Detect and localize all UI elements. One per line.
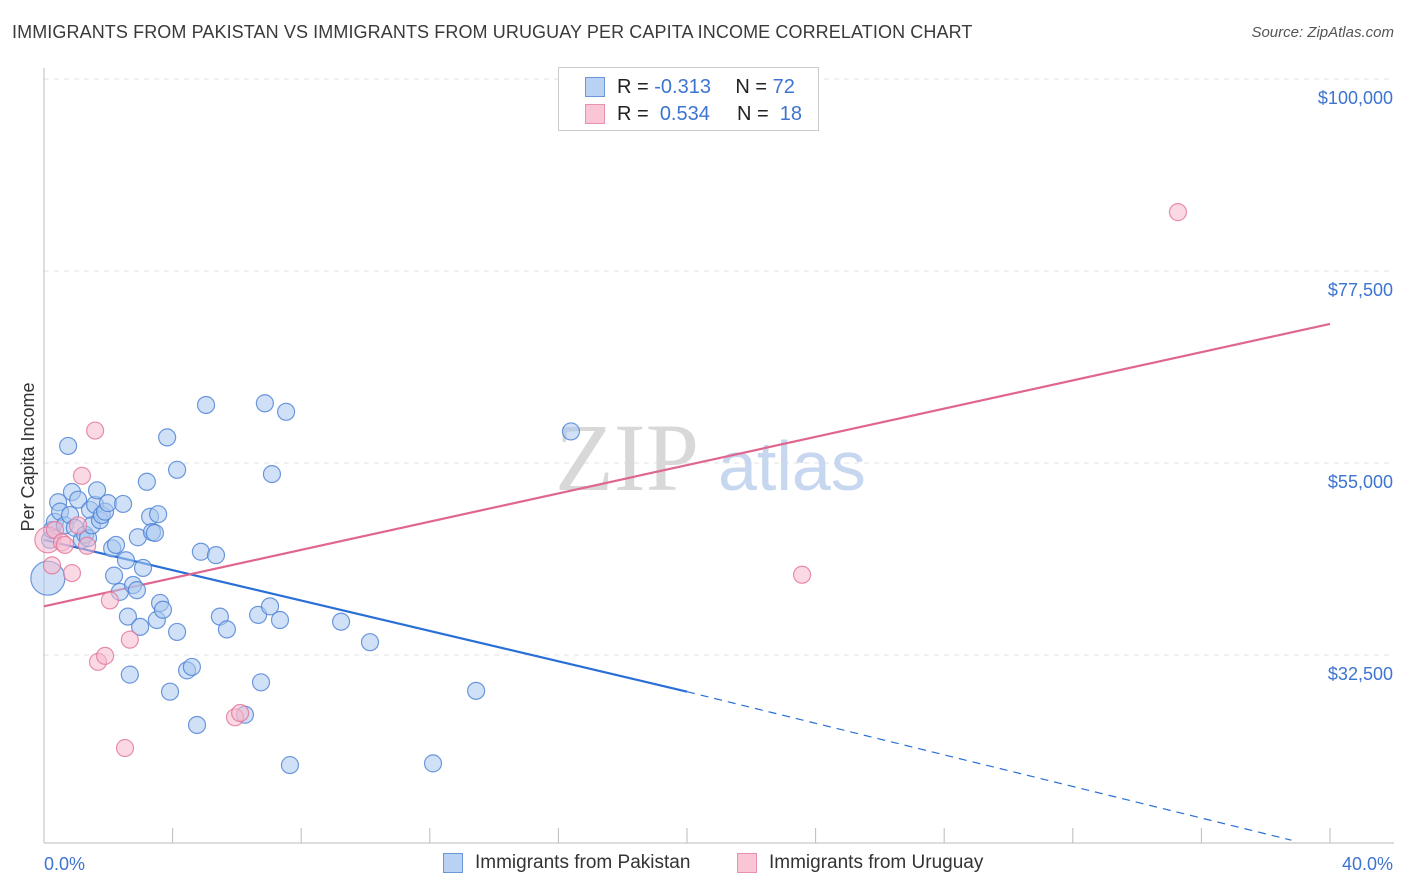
point-pakistan xyxy=(118,607,138,626)
point-uruguay xyxy=(100,591,120,610)
data-points xyxy=(30,203,1188,775)
point-pakistan xyxy=(196,395,216,415)
point-uruguay xyxy=(77,536,97,555)
legend-swatch-uruguay xyxy=(737,853,757,873)
point-pakistan xyxy=(98,494,118,513)
point-pakistan xyxy=(262,464,282,484)
point-pakistan xyxy=(280,755,300,775)
point-pakistan xyxy=(127,581,147,600)
y-axis-label: Per Capita Income xyxy=(18,382,38,531)
point-pakistan xyxy=(561,422,581,441)
series-name: Immigrants from Pakistan xyxy=(475,852,691,873)
point-uruguay xyxy=(68,516,88,535)
point-pakistan xyxy=(168,460,187,479)
point-pakistan xyxy=(160,682,180,701)
legend-row-uruguay: R = 0.534 N = 18 xyxy=(585,101,802,127)
x-tick-label-min: 0.0% xyxy=(44,854,85,874)
point-uruguay xyxy=(72,466,92,485)
point-pakistan xyxy=(149,505,168,524)
point-pakistan xyxy=(87,481,107,500)
point-pakistan xyxy=(331,612,351,631)
legend-n-value: 72 xyxy=(772,75,795,98)
point-pakistan xyxy=(255,394,274,413)
legend-r-label: R = xyxy=(617,102,649,125)
legend-r-value: -0.313 xyxy=(654,75,711,98)
point-pakistan xyxy=(206,546,226,565)
point-uruguay xyxy=(1168,203,1188,222)
point-pakistan xyxy=(191,542,210,561)
legend-n-value: 18 xyxy=(779,102,802,125)
axes xyxy=(43,68,1394,844)
point-pakistan xyxy=(187,715,207,735)
legend-r-value: 0.534 xyxy=(659,102,710,125)
legend-swatch-pakistan xyxy=(443,853,463,873)
watermark-zip: ZIP xyxy=(555,404,699,511)
point-pakistan xyxy=(137,472,156,491)
point-pakistan xyxy=(133,558,153,578)
trend-lines xyxy=(43,322,1331,841)
point-uruguay xyxy=(115,738,135,758)
y-tick-label: $77,500 xyxy=(1328,280,1393,300)
point-pakistan xyxy=(251,673,271,692)
point-pakistan xyxy=(168,622,187,642)
legend-n-label: N = xyxy=(735,75,768,98)
tick-labels: $32,500 $55,000 $77,500 $100,000 0.0% 40.0% xyxy=(44,88,1393,874)
point-uruguay xyxy=(62,563,82,583)
series-legend-pakistan: Immigrants from Pakistan xyxy=(443,852,690,874)
legend-n-label: N = xyxy=(736,102,769,125)
point-pakistan xyxy=(131,617,150,636)
point-pakistan xyxy=(260,597,280,616)
trend-line-uruguay xyxy=(43,322,1331,608)
correlation-legend: R = -0.313 N = 72 R = 0.534 N = 18 xyxy=(558,67,819,131)
legend-swatch-uruguay xyxy=(585,104,605,124)
legend-swatch-pakistan xyxy=(585,77,605,97)
point-pakistan xyxy=(116,551,136,570)
legend-row-pakistan: R = -0.313 N = 72 xyxy=(585,74,795,100)
point-uruguay xyxy=(792,565,812,584)
x-tick-label-max: 40.0% xyxy=(1342,854,1393,874)
watermark-atlas: atlas xyxy=(718,427,866,505)
point-pakistan xyxy=(104,566,124,585)
point-pakistan xyxy=(59,436,78,456)
point-pakistan xyxy=(360,633,380,652)
gridlines xyxy=(44,78,1394,656)
y-tick-label: $32,500 xyxy=(1328,664,1393,684)
point-uruguay xyxy=(42,556,62,575)
point-pakistan xyxy=(270,610,290,630)
point-pakistan xyxy=(153,600,173,619)
point-pakistan xyxy=(466,681,486,700)
series-legend-uruguay: Immigrants from Uruguay xyxy=(737,852,983,874)
y-tick-label: $100,000 xyxy=(1318,88,1393,108)
point-pakistan xyxy=(145,523,165,543)
point-pakistan xyxy=(120,665,139,684)
point-pakistan xyxy=(113,494,133,514)
point-uruguay xyxy=(55,535,74,555)
source-label: Source: ZipAtlas.com xyxy=(1251,24,1394,41)
chart-title: IMMIGRANTS FROM PAKISTAN VS IMMIGRANTS F… xyxy=(12,22,973,42)
point-pakistan xyxy=(182,657,201,677)
y-tick-label: $55,000 xyxy=(1328,472,1393,492)
point-pakistan xyxy=(68,490,88,509)
point-pakistan xyxy=(276,402,296,421)
trend-line-extension-pakistan xyxy=(686,691,1292,841)
point-pakistan xyxy=(106,535,126,555)
series-name: Immigrants from Uruguay xyxy=(769,852,984,873)
legend-r-label: R = xyxy=(617,75,649,98)
point-pakistan xyxy=(217,620,237,639)
point-uruguay xyxy=(120,630,139,649)
point-uruguay xyxy=(95,646,115,665)
point-uruguay xyxy=(86,421,105,440)
point-uruguay xyxy=(231,703,250,723)
point-pakistan xyxy=(423,754,443,773)
point-pakistan xyxy=(158,428,177,447)
